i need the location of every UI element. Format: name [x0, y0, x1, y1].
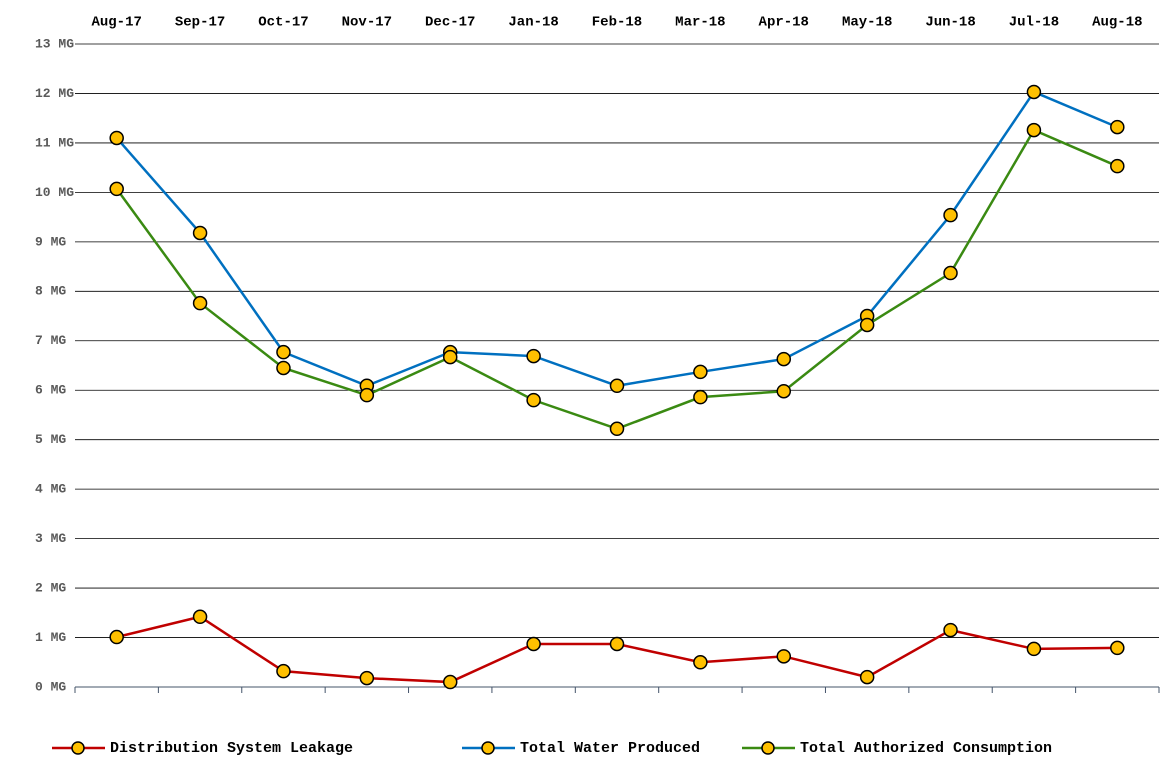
- y-tick-label: 11 MG: [35, 135, 74, 150]
- data-point: [693, 364, 708, 380]
- y-tick-label: 9 MG: [35, 234, 66, 249]
- x-tick-label: Aug-17: [91, 15, 141, 31]
- data-point: [1026, 122, 1042, 138]
- legend-marker: [761, 741, 775, 755]
- y-tick-label: 12 MG: [35, 86, 74, 101]
- x-tick-label: Apr-18: [759, 15, 809, 31]
- legend-label: Total Authorized Consumption: [800, 740, 1052, 757]
- data-point: [192, 609, 208, 625]
- y-tick-label: 5 MG: [35, 432, 66, 447]
- data-point: [109, 130, 124, 146]
- data-point: [192, 225, 208, 241]
- data-point: [776, 383, 792, 399]
- data-point: [276, 344, 291, 360]
- data-point: [359, 387, 375, 403]
- data-point: [609, 421, 625, 437]
- data-point: [1110, 640, 1125, 656]
- data-point: [1110, 119, 1125, 135]
- y-tick-label: 1 MG: [35, 630, 66, 645]
- data-point: [693, 655, 708, 670]
- x-tick-label: Dec-17: [425, 15, 475, 31]
- data-point: [276, 663, 291, 679]
- data-point: [1026, 641, 1042, 657]
- x-tick-label: Mar-18: [675, 15, 725, 31]
- x-tick-label: Jun-18: [925, 15, 975, 31]
- data-point: [859, 317, 875, 333]
- y-tick-label: 8 MG: [35, 284, 66, 299]
- legend-label: Distribution System Leakage: [110, 740, 353, 757]
- x-tick-label: Nov-17: [342, 15, 392, 31]
- x-tick-label: May-18: [842, 15, 892, 31]
- legend-marker: [481, 741, 495, 755]
- x-tick-label: Jul-18: [1009, 15, 1059, 31]
- legend-label: Total Water Produced: [520, 740, 700, 757]
- y-tick-label: 6 MG: [35, 383, 66, 398]
- data-point: [693, 389, 708, 405]
- data-point: [1110, 158, 1125, 174]
- y-tick-label: 3 MG: [35, 531, 66, 546]
- data-point: [526, 636, 541, 652]
- y-tick-label: 4 MG: [35, 482, 66, 497]
- x-tick-label: Aug-18: [1092, 15, 1142, 31]
- series-line: [115, 90, 1118, 388]
- data-point: [526, 348, 541, 364]
- data-point: [943, 265, 958, 281]
- legend-marker: [71, 741, 85, 755]
- data-point: [109, 181, 124, 197]
- data-point: [276, 360, 291, 376]
- y-tick-label: 13 MG: [35, 36, 74, 51]
- data-point: [859, 669, 875, 685]
- y-tick-label: 2 MG: [35, 581, 66, 596]
- data-point: [943, 622, 958, 638]
- data-point: [776, 649, 792, 664]
- x-tick-label: Feb-18: [592, 15, 642, 31]
- data-point: [1026, 84, 1042, 100]
- data-point: [192, 295, 208, 311]
- y-tick-label: 7 MG: [35, 333, 66, 348]
- x-tick-label: Jan-18: [508, 15, 558, 31]
- data-point: [526, 392, 541, 408]
- data-point: [109, 629, 124, 645]
- y-tick-label: 0 MG: [35, 679, 66, 694]
- data-point: [359, 670, 375, 686]
- data-point: [943, 207, 958, 223]
- data-point: [442, 349, 458, 365]
- data-point: [442, 674, 458, 690]
- x-tick-label: Oct-17: [258, 15, 308, 31]
- data-point: [609, 378, 625, 394]
- data-point: [609, 636, 625, 652]
- x-tick-label: Sep-17: [175, 15, 225, 31]
- y-tick-label: 10 MG: [35, 185, 74, 200]
- data-point: [776, 351, 792, 367]
